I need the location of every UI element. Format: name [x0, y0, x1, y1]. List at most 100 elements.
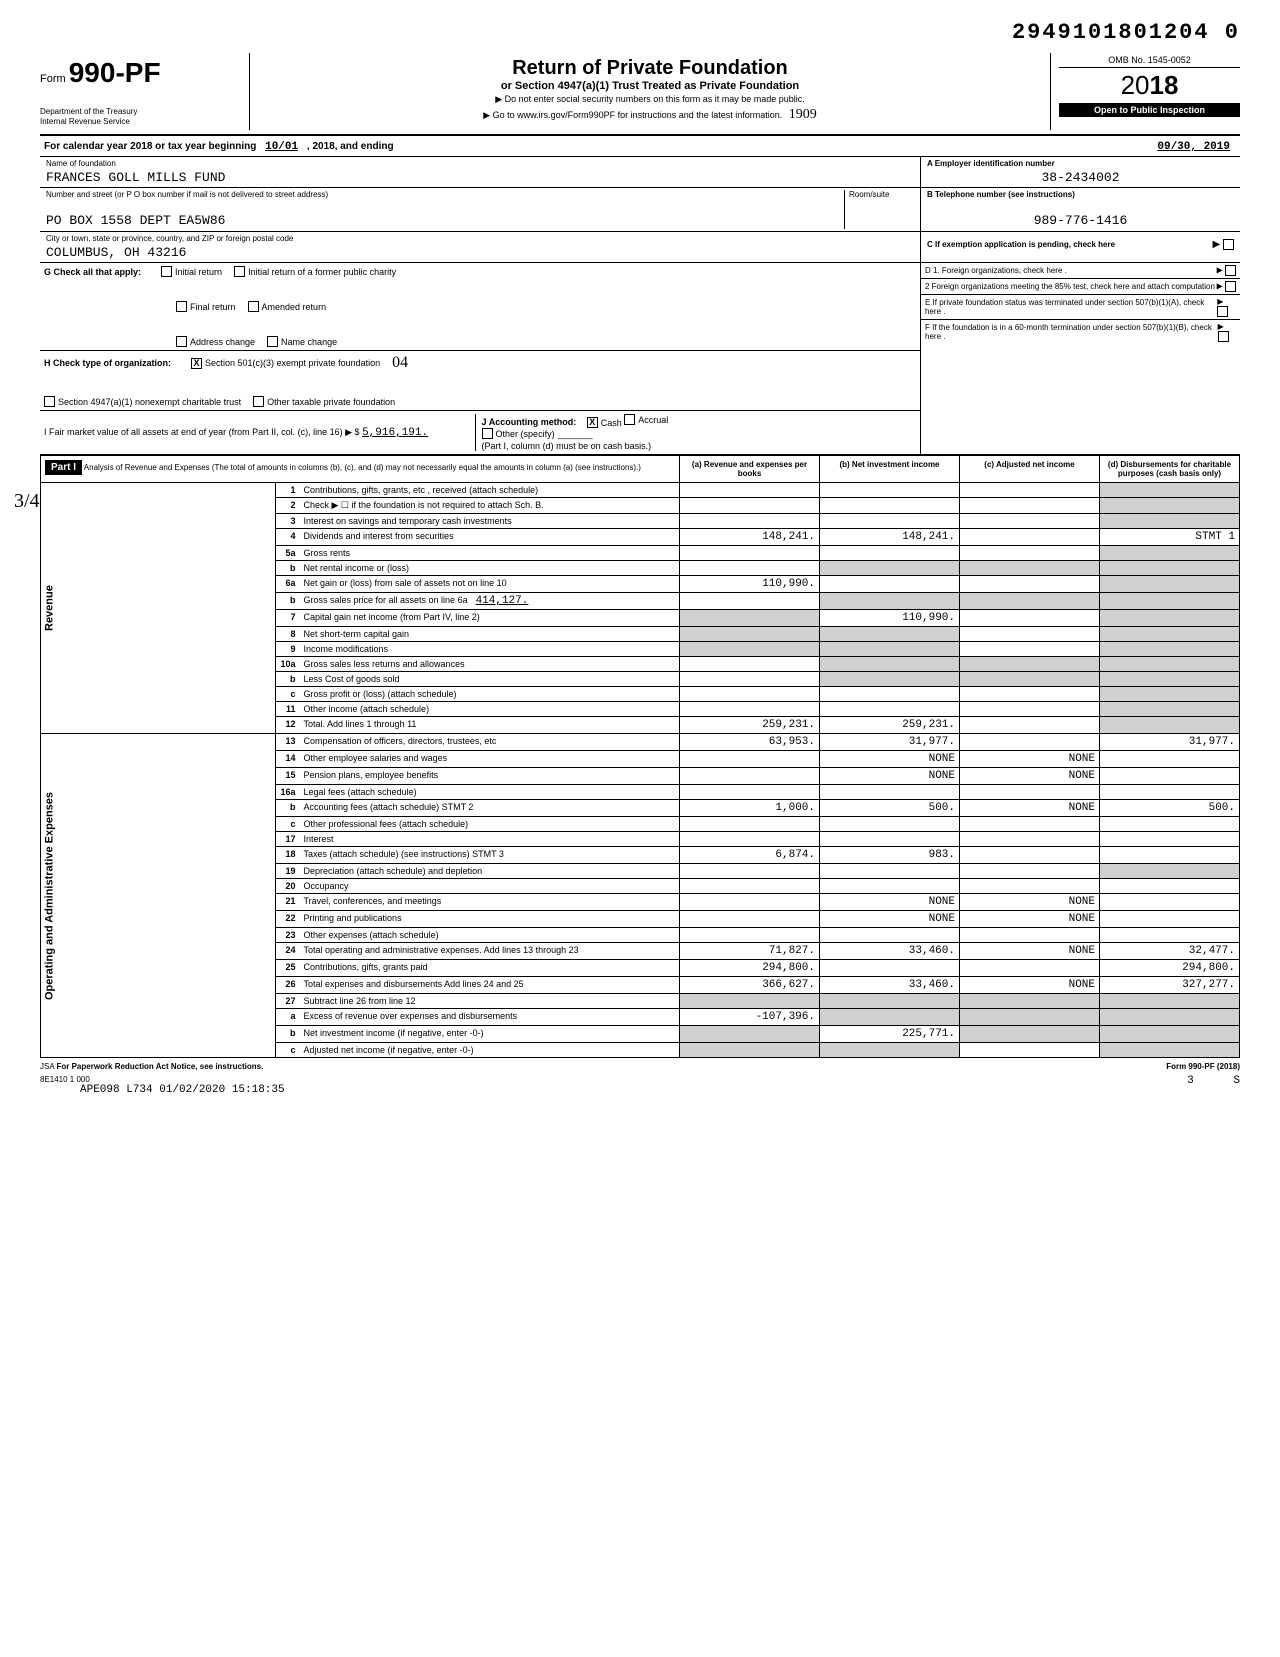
row-number: 5a [276, 546, 300, 561]
value-cell [680, 483, 820, 498]
chk-initial[interactable] [161, 266, 172, 277]
row-description: Contributions, gifts, grants paid [300, 960, 680, 977]
value-cell [680, 514, 820, 529]
omb-number: OMB No. 1545-0052 [1059, 53, 1240, 68]
value-cell [960, 576, 1100, 593]
value-cell [680, 627, 820, 642]
row-description: Other income (attach schedule) [300, 702, 680, 717]
value-cell [960, 717, 1100, 734]
row-number: 23 [276, 928, 300, 943]
value-cell: 259,231. [820, 717, 960, 734]
value-cell [1100, 994, 1240, 1009]
row-description: Gross sales price for all assets on line… [300, 593, 680, 610]
row-number: 13 [276, 734, 300, 751]
section-label: Operating and Administrative Expenses [41, 734, 276, 1058]
chk-amended[interactable] [248, 301, 259, 312]
value-cell [1100, 911, 1240, 928]
chk-501c3[interactable]: X [191, 358, 202, 369]
value-cell [820, 498, 960, 514]
opt-other-method: Other (specify) [496, 429, 555, 439]
stamp-number: 2949101801204 0 [40, 20, 1240, 45]
chk-cash[interactable]: X [587, 417, 598, 428]
chk-addr-change[interactable] [176, 336, 187, 347]
value-cell [1100, 817, 1240, 832]
value-cell: 110,990. [820, 610, 960, 627]
tax-year-begin: 10/01 [259, 141, 304, 153]
main-title: Return of Private Foundation [262, 57, 1038, 80]
chk-former[interactable] [234, 266, 245, 277]
ein-label: A Employer identification number [927, 159, 1234, 168]
row-number: 6a [276, 576, 300, 593]
value-cell: NONE [820, 894, 960, 911]
chk-d1[interactable] [1225, 265, 1236, 276]
value-cell [680, 879, 820, 894]
year-suffix: 18 [1150, 70, 1179, 100]
row-description: Excess of revenue over expenses and disb… [300, 1009, 680, 1026]
cal-year-mid: , 2018, and ending [307, 141, 394, 152]
value-cell: NONE [820, 751, 960, 768]
row-description: Less Cost of goods sold [300, 672, 680, 687]
value-cell [960, 610, 1100, 627]
addr-label: Number and street (or P O box number if … [46, 190, 844, 199]
value-cell [680, 911, 820, 928]
chk-other-method[interactable] [482, 428, 493, 439]
exemption-checkbox[interactable] [1223, 239, 1234, 250]
value-cell [960, 817, 1100, 832]
value-cell [820, 642, 960, 657]
col-b-header: (b) Net investment income [820, 456, 960, 483]
value-cell [960, 832, 1100, 847]
chk-accrual[interactable] [624, 414, 635, 425]
value-cell: NONE [960, 751, 1100, 768]
value-cell [680, 561, 820, 576]
row-number: b [276, 1026, 300, 1043]
row-description: Interest on savings and temporary cash i… [300, 514, 680, 529]
value-cell [1100, 879, 1240, 894]
row-description: Dividends and interest from securities [300, 529, 680, 546]
row-number: 21 [276, 894, 300, 911]
row-number: 20 [276, 879, 300, 894]
d1-row: D 1. Foreign organizations, check here .… [921, 263, 1240, 279]
value-cell [680, 994, 820, 1009]
value-cell: NONE [820, 911, 960, 928]
row-number: b [276, 593, 300, 610]
row-description: Net gain or (loss) from sale of assets n… [300, 576, 680, 593]
value-cell [1100, 751, 1240, 768]
f-label: F If the foundation is in a 60-month ter… [925, 323, 1218, 341]
chk-final[interactable] [176, 301, 187, 312]
chk-4947[interactable] [44, 396, 55, 407]
col-a-header: (a) Revenue and expenses per books [680, 456, 820, 483]
value-cell: NONE [960, 943, 1100, 960]
value-cell [680, 1026, 820, 1043]
value-cell [1100, 546, 1240, 561]
value-cell: 31,977. [1100, 734, 1240, 751]
opt-cash: Cash [601, 418, 622, 428]
row-number: b [276, 672, 300, 687]
row-number: 15 [276, 768, 300, 785]
foundation-info-grid: Name of foundation FRANCES GOLL MILLS FU… [40, 157, 1240, 263]
dept-irs: Internal Revenue Service [40, 117, 241, 127]
value-cell [1100, 593, 1240, 610]
row-description: Occupancy [300, 879, 680, 894]
chk-f[interactable] [1218, 331, 1229, 342]
value-cell [820, 593, 960, 610]
value-cell [1100, 847, 1240, 864]
value-cell [960, 928, 1100, 943]
chk-e[interactable] [1217, 306, 1228, 317]
handwritten-fraction: 3/4 [14, 490, 40, 513]
row-number: a [276, 1009, 300, 1026]
ein-value: 38-2434002 [927, 170, 1234, 185]
value-cell: STMT 1 [1100, 529, 1240, 546]
chk-other-tax[interactable] [253, 396, 264, 407]
value-cell [1100, 864, 1240, 879]
value-cell [960, 627, 1100, 642]
value-cell [1100, 627, 1240, 642]
row-number: c [276, 687, 300, 702]
value-cell [680, 642, 820, 657]
chk-name-change[interactable] [267, 336, 278, 347]
row-number: c [276, 817, 300, 832]
value-cell [820, 627, 960, 642]
row-description: Total. Add lines 1 through 11 [300, 717, 680, 734]
value-cell [1100, 657, 1240, 672]
chk-d2[interactable] [1225, 281, 1236, 292]
row-description: Contributions, gifts, grants, etc , rece… [300, 483, 680, 498]
